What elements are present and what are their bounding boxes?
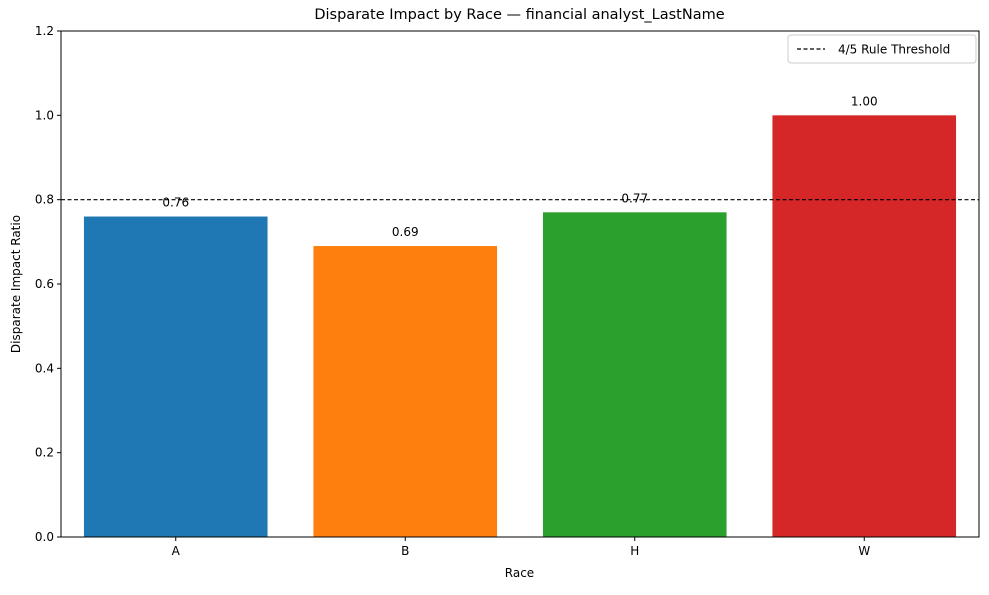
legend-box	[787, 34, 977, 64]
y-tick-label: 0.2	[35, 446, 54, 460]
x-axis-label: Race	[505, 566, 534, 580]
axes-frame	[60, 30, 980, 538]
bar-a	[83, 216, 268, 537]
plot-area: 0.76 0.69 0.77 1.00 0.0 0.2 0.4 0.6 0.8 1.0 1.2 A B H…	[35, 24, 980, 558]
x-tick-label-b: B	[401, 544, 409, 558]
x-tick-label-w: W	[858, 544, 870, 558]
chart-title: Disparate Impact by Race — financial ana…	[314, 7, 724, 23]
bar-h	[542, 212, 727, 537]
y-tick-label: 0.6	[35, 277, 54, 291]
y-tick-label: 0.8	[35, 193, 54, 207]
data-label-b: 0.69	[392, 225, 419, 239]
legend: 4/5 Rule Threshold	[787, 34, 977, 64]
y-axis-label: Disparate Impact Ratio	[9, 215, 23, 353]
data-label-w: 1.00	[851, 94, 878, 108]
data-label-a: 0.76	[162, 196, 189, 210]
legend-threshold-label: 4/5 Rule Threshold	[838, 43, 950, 57]
bar-w	[772, 115, 957, 537]
data-label-h: 0.77	[621, 191, 648, 205]
y-tick-label: 0.4	[35, 361, 54, 375]
y-tick-label: 0.0	[35, 530, 54, 544]
bar-b	[313, 246, 498, 538]
x-tick-label-h: H	[630, 544, 639, 558]
y-tick-label: 1.2	[35, 24, 54, 38]
y-tick-label: 1.0	[35, 108, 54, 122]
x-tick-label-a: A	[172, 544, 181, 558]
